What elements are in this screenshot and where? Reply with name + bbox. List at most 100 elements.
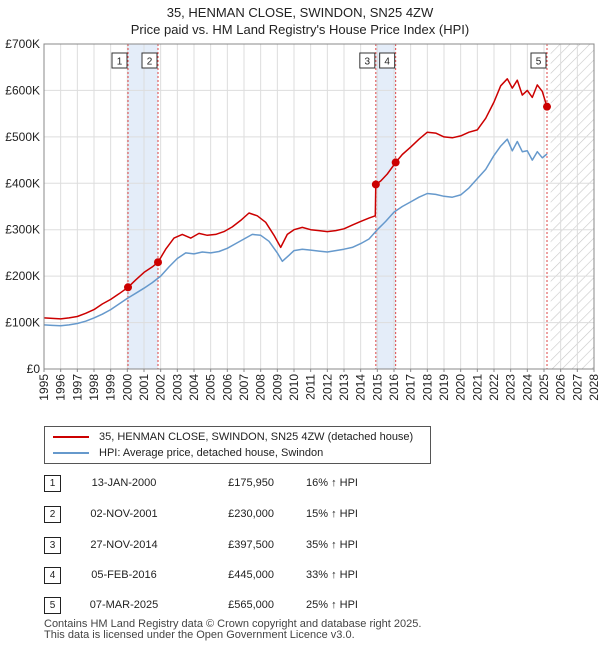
- table-row: 5 07-MAR-2025 £565,000 25% ↑ HPI: [44, 597, 444, 614]
- x-tick-label: 1995: [37, 374, 51, 401]
- sale-hpi-change: 33% ↑ HPI: [306, 569, 358, 581]
- sale-label-text: 4: [384, 57, 390, 68]
- sale-number-badge: 2: [44, 506, 61, 523]
- sale-point: [154, 258, 162, 267]
- x-tick-label: 2006: [220, 374, 234, 401]
- x-tick-label: 2020: [454, 374, 468, 401]
- table-row: 2 02-NOV-2001 £230,000 15% ↑ HPI: [44, 506, 444, 523]
- sale-label-box: 1: [111, 52, 128, 69]
- sale-label-text: 5: [536, 57, 542, 68]
- sale-price: £445,000: [228, 569, 274, 581]
- sale-hpi-change: 15% ↑ HPI: [306, 508, 358, 520]
- y-tick-label: £200K: [5, 269, 40, 283]
- sale-label-box: 5: [530, 52, 547, 69]
- sale-hpi-change: 35% ↑ HPI: [306, 539, 358, 551]
- table-row: 1 13-JAN-2000 £175,950 16% ↑ HPI: [44, 475, 444, 492]
- x-tick-label: 2009: [270, 374, 284, 401]
- x-tick-label: 2019: [437, 374, 451, 401]
- x-tick-label: 2011: [304, 374, 318, 400]
- sale-price: £397,500: [228, 539, 274, 551]
- sale-label-box: 4: [379, 52, 396, 69]
- table-row: 3 27-NOV-2014 £397,500 35% ↑ HPI: [44, 537, 444, 554]
- plot-frame: [43, 43, 595, 370]
- chart-title: 35, HENMAN CLOSE, SWINDON, SN25 4ZW: [166, 5, 434, 20]
- sale-number-badge: 4: [44, 567, 61, 584]
- x-tick-label: 2024: [520, 374, 534, 401]
- sale-label-text: 1: [117, 57, 123, 68]
- shaded-span: [375, 44, 396, 369]
- y-tick-label: £600K: [5, 83, 40, 97]
- sale-hpi-change: 16% ↑ HPI: [306, 477, 358, 489]
- sale-point: [543, 102, 551, 111]
- x-tick-label: 2012: [320, 374, 334, 401]
- sale-number-badge: 5: [44, 597, 61, 614]
- x-tick-label: 2002: [154, 374, 168, 401]
- x-tick-label: 2022: [487, 374, 501, 401]
- x-tick-label: 2015: [370, 374, 384, 401]
- x-tick-label: 1996: [54, 374, 68, 401]
- x-tick-label: 2026: [554, 374, 568, 401]
- x-tick-label: 2014: [354, 374, 368, 401]
- sale-price: £565,000: [228, 599, 274, 611]
- legend-label-hpi: HPI: Average price, detached house, Swin…: [99, 447, 324, 459]
- y-tick-label: £500K: [5, 130, 40, 144]
- x-tick-label: 2018: [420, 374, 434, 401]
- x-tick-label: 2023: [504, 374, 518, 401]
- footer-licence: This data is licensed under the Open Gov…: [44, 629, 355, 641]
- y-tick-label: £400K: [5, 176, 40, 190]
- sale-label-box-frame: [111, 52, 128, 69]
- legend-swatch-hpi: [53, 452, 89, 454]
- sale-point: [391, 158, 400, 167]
- footer-attribution: Contains HM Land Registry data © Crown c…: [44, 619, 421, 641]
- chart-subtitle: Price paid vs. HM Land Registry's House …: [130, 22, 470, 37]
- table-row: 4 05-FEB-2016 £445,000 33% ↑ HPI: [44, 567, 444, 584]
- x-tick-label: 2004: [187, 374, 201, 401]
- x-tick-label: 2001: [137, 374, 151, 401]
- sale-number-badge: 3: [44, 537, 61, 554]
- x-tick-label: 2028: [587, 374, 600, 401]
- x-tick-label: 2021: [470, 374, 484, 401]
- x-tick-label: 1998: [87, 374, 101, 401]
- x-tick-label: 1997: [70, 374, 84, 401]
- x-tick-label: 2010: [287, 374, 301, 401]
- chart-title-block: 35, HENMAN CLOSE, SWINDON, SN25 4ZW Pric…: [0, 4, 600, 38]
- sale-date: 13-JAN-2000: [91, 477, 157, 489]
- x-tick-label: 2005: [204, 374, 218, 401]
- sale-label-box-frame: [530, 52, 547, 69]
- x-tick-label: 2025: [537, 374, 551, 401]
- x-tick-label: 2007: [237, 374, 251, 401]
- x-tick-label: 1999: [104, 374, 118, 401]
- footer-copyright: Contains HM Land Registry data © Crown c…: [44, 618, 422, 630]
- property-price-line: [43, 78, 548, 320]
- y-tick-label: £100K: [5, 316, 40, 330]
- chart-legend: 35, HENMAN CLOSE, SWINDON, SN25 4ZW (det…: [44, 426, 431, 464]
- y-tick-label: £300K: [5, 223, 40, 237]
- plot-background: [44, 44, 594, 369]
- future-hatch-region: [550, 44, 594, 369]
- x-tick-label: 2016: [387, 374, 401, 401]
- sale-label-box: 2: [141, 52, 158, 69]
- sale-point: [371, 180, 380, 189]
- sale-hpi-change: 25% ↑ HPI: [306, 599, 358, 611]
- price-chart: 1 2 3 4 5 £0 £100K £200K £300K £400K £500K £600K £7…: [5, 37, 600, 401]
- sale-label-box: 3: [359, 52, 376, 69]
- x-tick-label: 2013: [337, 374, 351, 401]
- sale-label-box-frame: [379, 52, 396, 69]
- hpi-line: [43, 138, 548, 327]
- sale-label-text: 3: [365, 57, 371, 68]
- legend-label-property: 35, HENMAN CLOSE, SWINDON, SN25 4ZW (det…: [99, 431, 414, 443]
- sale-price: £175,950: [228, 477, 274, 489]
- sale-date: 05-FEB-2016: [91, 569, 157, 581]
- shaded-span: [128, 44, 158, 369]
- sale-label-box-frame: [359, 52, 376, 69]
- legend-swatch-property: [53, 436, 89, 438]
- x-tick-label: 2008: [254, 374, 268, 401]
- x-tick-label: 2003: [170, 374, 184, 401]
- sale-date: 07-MAR-2025: [89, 599, 159, 611]
- y-tick-label: £0: [27, 362, 41, 376]
- sale-label-box-frame: [141, 52, 158, 69]
- sale-price: £230,000: [228, 508, 274, 520]
- sale-label-text: 2: [147, 57, 153, 68]
- x-tick-label: 2000: [120, 374, 134, 401]
- x-tick-label: 2027: [570, 374, 584, 401]
